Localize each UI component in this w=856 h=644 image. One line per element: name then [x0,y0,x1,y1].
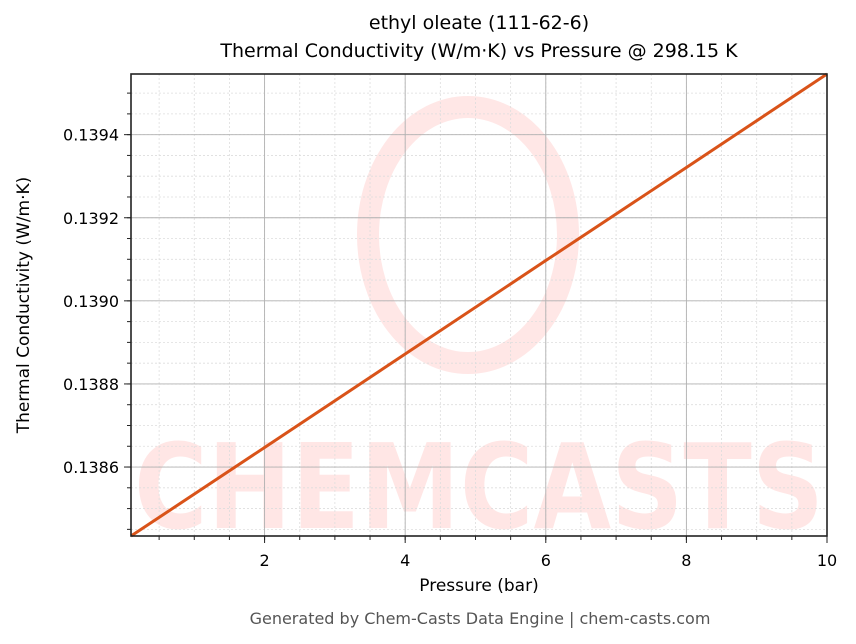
x-tick-label: 6 [541,551,551,570]
data-line [130,72,828,538]
x-tick-label: 4 [400,551,410,570]
watermark-logo: CHEMCASTS [134,96,824,556]
y-tick-label: 0.1390 [63,292,119,311]
watermark-text: CHEMCASTS [134,418,824,556]
x-tick-label: 8 [681,551,691,570]
y-tick-label: 0.1388 [63,375,119,394]
y-tick-label: 0.1386 [63,458,119,477]
chart-title: ethyl oleate (111-62-6) [368,12,590,34]
chart-subtitle: Thermal Conductivity (W/m·K) vs Pressure… [220,40,738,62]
plot-frame [130,73,828,537]
x-tick-label: 10 [817,551,837,570]
y-tick-label: 0.1394 [63,126,119,145]
x-tick-label: 2 [259,551,269,570]
y-tick-label: 0.1392 [63,209,119,228]
y-axis-label: Thermal Conductivity (W/m·K) [14,176,34,434]
footer-credit: Generated by Chem-Casts Data Engine | ch… [249,609,711,628]
x-axis-label: Pressure (bar) [419,576,539,596]
